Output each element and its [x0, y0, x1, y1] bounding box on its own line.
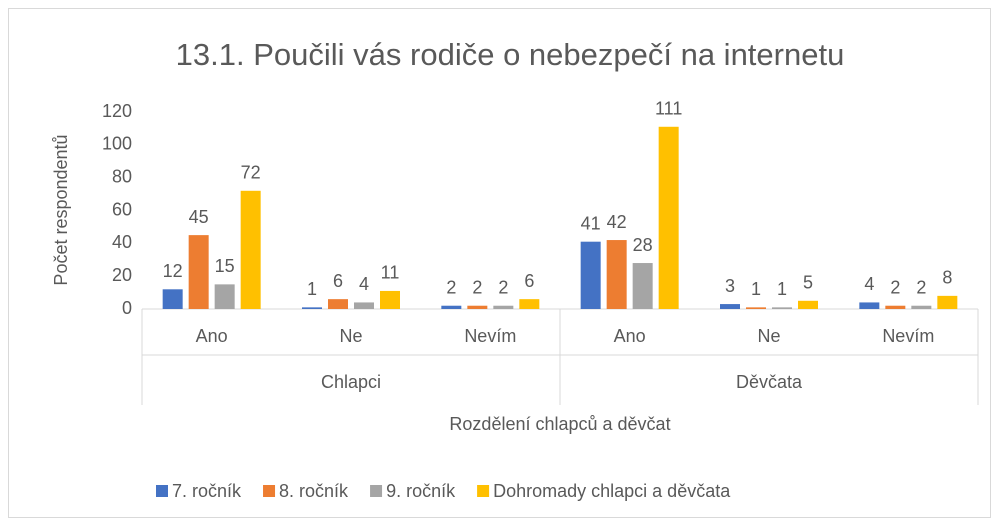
y-tick-label: 40 — [112, 232, 132, 252]
bar — [302, 307, 322, 309]
y-tick-label: 20 — [112, 265, 132, 285]
bar — [580, 241, 601, 309]
legend-label: Dohromady chlapci a děvčata — [493, 481, 731, 501]
bar — [493, 305, 514, 309]
data-label: 3 — [725, 276, 735, 296]
data-label: 1 — [751, 279, 761, 299]
data-label: 41 — [581, 213, 601, 233]
data-label: 45 — [189, 207, 209, 227]
data-label: 11 — [381, 263, 400, 283]
bar — [798, 300, 818, 309]
data-label: 2 — [890, 277, 900, 297]
y-tick-label: 120 — [102, 101, 132, 121]
x-tick-label: Ano — [614, 326, 646, 346]
x-tick-label: Ne — [757, 326, 780, 346]
data-label: 111 — [655, 99, 682, 119]
bar — [859, 302, 880, 309]
bar — [911, 305, 932, 309]
data-label: 42 — [607, 212, 627, 232]
data-label: 6 — [524, 271, 534, 291]
bar — [380, 290, 400, 309]
y-tick-label: 0 — [122, 298, 132, 318]
data-label: 28 — [633, 235, 653, 255]
data-label: 2 — [498, 277, 508, 297]
y-tick-label: 100 — [102, 134, 132, 154]
bar — [746, 307, 766, 309]
bar — [162, 289, 183, 309]
group-label: Chlapci — [321, 372, 381, 392]
bar — [188, 235, 209, 309]
bar — [240, 190, 261, 309]
data-label: 4 — [864, 274, 874, 294]
bar — [937, 295, 958, 309]
legend-label: 9. ročník — [386, 481, 456, 501]
bar — [441, 305, 462, 309]
bar — [328, 299, 348, 309]
bar — [606, 240, 627, 309]
data-label: 4 — [359, 274, 369, 294]
y-tick-label: 80 — [112, 166, 132, 186]
bar — [658, 126, 679, 310]
legend-swatch — [156, 485, 168, 497]
legend-swatch — [370, 485, 383, 497]
y-axis-title: Počet respondentů — [51, 134, 71, 285]
legend-swatch — [263, 485, 276, 497]
data-label: 2 — [446, 277, 456, 297]
data-label: 72 — [241, 163, 261, 183]
bar — [354, 302, 374, 309]
data-label: 15 — [215, 256, 235, 276]
data-label: 5 — [803, 273, 813, 293]
legend-swatch — [477, 485, 490, 497]
x-tick-label: Ano — [196, 326, 228, 346]
chart-title: 13.1. Poučili vás rodiče o nebezpečí na … — [176, 37, 845, 72]
x-tick-label: Nevím — [464, 326, 516, 346]
legend-label: 7. ročník — [172, 481, 242, 501]
data-label: 6 — [333, 271, 343, 291]
data-label: 1 — [307, 279, 317, 299]
x-tick-label: Ne — [339, 326, 362, 346]
x-tick-label: Nevím — [882, 326, 934, 346]
data-label: 2 — [472, 277, 482, 297]
data-label: 2 — [916, 277, 926, 297]
data-label: 1 — [777, 279, 787, 299]
bar — [214, 284, 235, 309]
bar — [720, 304, 740, 309]
bar — [467, 305, 488, 309]
x-axis-title: Rozdělení chlapců a děvčat — [449, 414, 670, 434]
bar — [885, 305, 906, 309]
data-label: 8 — [942, 268, 952, 288]
y-tick-label: 60 — [112, 199, 132, 219]
chart-border — [8, 8, 991, 518]
data-label: 12 — [163, 261, 183, 281]
bar — [772, 307, 792, 309]
bar — [632, 263, 653, 309]
group-label: Děvčata — [736, 372, 803, 392]
bar — [519, 299, 540, 309]
legend-label: 8. ročník — [279, 481, 349, 501]
